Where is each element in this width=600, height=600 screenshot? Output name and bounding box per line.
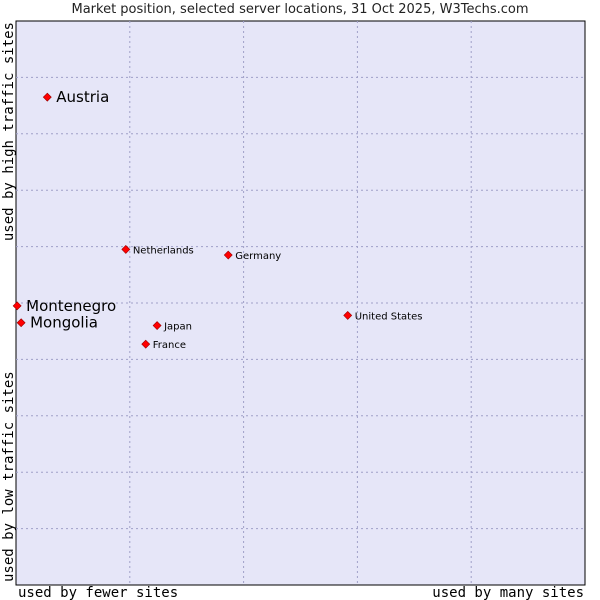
chart-title: Market position, selected server locatio… (71, 2, 529, 17)
data-points: Austria Netherlands Germany MontenegroMongo… (12, 88, 423, 351)
point-austria: Austria (42, 88, 109, 106)
x-axis-label-right: used by many sites (432, 585, 584, 600)
point-france: France (141, 339, 186, 351)
label-mongolia: Mongolia (30, 314, 98, 332)
marker-austria (42, 92, 52, 102)
point-germany: Germany (223, 250, 281, 262)
point-japan: Japan (152, 321, 192, 333)
marker-mongolia (16, 318, 26, 328)
label-montenegro: Montenegro (26, 297, 116, 315)
marker-france (141, 339, 151, 349)
point-united-states: United States (343, 310, 423, 322)
label-united-states: United States (355, 311, 423, 322)
y-axis-label-bottom: used by low traffic sites (1, 371, 17, 582)
label-netherlands: Netherlands (133, 245, 194, 256)
marker-germany (223, 250, 233, 260)
marker-netherlands (121, 244, 131, 254)
plot-area (15, 20, 586, 586)
label-france: France (153, 340, 186, 351)
marker-japan (152, 321, 162, 330)
label-austria: Austria (56, 88, 109, 106)
point-netherlands: Netherlands (121, 244, 194, 256)
label-japan: Japan (163, 322, 192, 333)
label-germany: Germany (235, 251, 281, 262)
marker-montenegro (12, 301, 22, 311)
x-axis-label-left: used by fewer sites (18, 585, 178, 600)
marker-united-states (343, 310, 353, 320)
point-mongolia: Mongolia (16, 314, 98, 332)
grid (16, 21, 585, 585)
point-montenegro: Montenegro (12, 297, 116, 315)
y-axis-label-top: used by high traffic sites (1, 22, 17, 241)
